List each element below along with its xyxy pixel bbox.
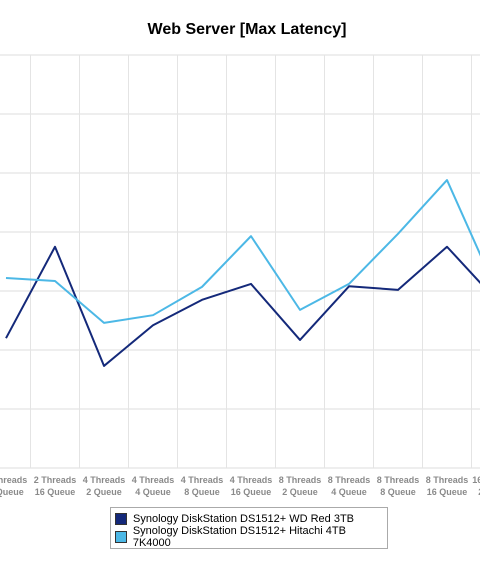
legend-label: Synology DiskStation DS1512+ WD Red 3TB (133, 513, 355, 525)
x-tick-label: 4 Threads 8 Queue (180, 475, 224, 497)
x-tick-label: 8 Threads 8 Queue (376, 475, 420, 497)
legend-item: Synology DiskStation DS1512+ Hitachi 4TB… (115, 525, 383, 549)
x-tick-label: 8 Threads 16 Queue (425, 475, 469, 497)
x-tick-label: 4 Threads 4 Queue (131, 475, 175, 497)
x-tick-label: 8 Threads 4 Queue (327, 475, 371, 497)
legend: Synology DiskStation DS1512+ WD Red 3TB S… (110, 507, 388, 549)
legend-swatch (115, 531, 127, 543)
x-tick-label: 8 Threads 2 Queue (278, 475, 322, 497)
line-series (5, 179, 480, 324)
legend-label: Synology DiskStation DS1512+ Hitachi 4TB… (132, 525, 346, 549)
chart-title: Web Server [Max Latency] (148, 21, 347, 38)
legend-swatch (115, 513, 127, 525)
x-tick-label: 2 Threads 8 Queue (0, 475, 28, 497)
x-tick-label: 4 Threads 16 Queue (229, 475, 273, 497)
legend-item: Synology DiskStation DS1512+ WD Red 3TB (115, 510, 383, 528)
x-tick-label: 4 Threads 2 Queue (82, 475, 126, 497)
x-tick-label: 2 Threads 16 Queue (33, 475, 77, 497)
x-tick-label: 16 Threads 2 Queue (472, 475, 480, 497)
line-series (5, 245, 480, 367)
